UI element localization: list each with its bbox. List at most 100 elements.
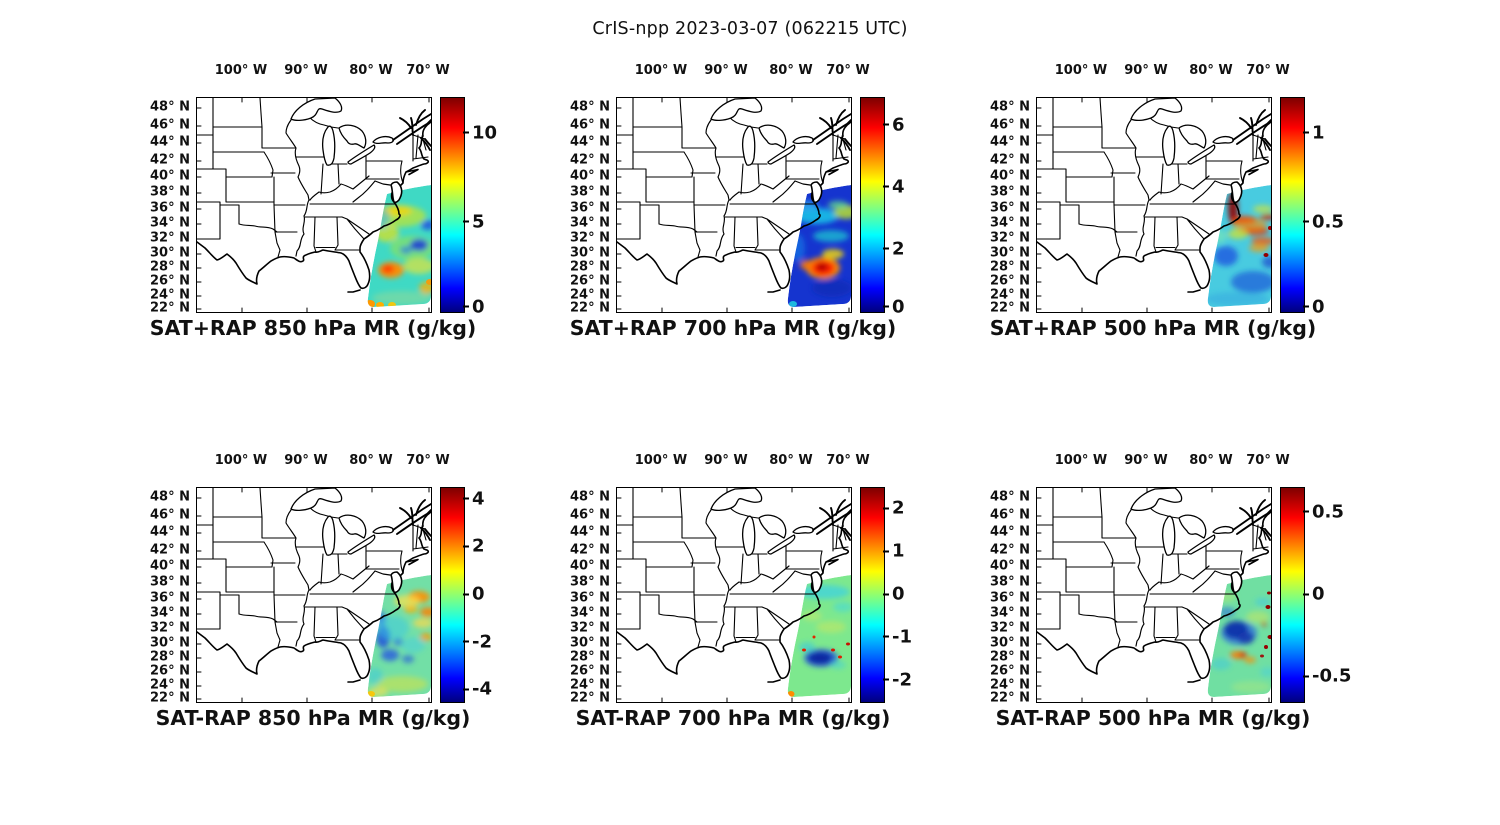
data-swath bbox=[1207, 575, 1271, 697]
lat-label: 38° N bbox=[150, 184, 190, 200]
lat-label: 44° N bbox=[570, 524, 610, 540]
panel-title: SAT-RAP 850 hPa MR (g/kg) bbox=[155, 706, 471, 730]
lon-label: 80° W bbox=[769, 63, 813, 78]
colorbar-tick-labels: 2 1 0 -1 -2 bbox=[883, 487, 950, 701]
lat-label: 42° N bbox=[150, 542, 190, 558]
lon-label: 90° W bbox=[1124, 63, 1168, 78]
figure-title: CrIS-npp 2023-03-07 (062215 UTC) bbox=[592, 18, 908, 39]
lat-label: 22° N bbox=[570, 300, 610, 316]
lat-label: 28° N bbox=[150, 649, 190, 665]
colorbar-tick-label: 0 bbox=[463, 296, 485, 318]
colorbar-tick-label: 0 bbox=[463, 583, 485, 605]
lat-label: 36° N bbox=[990, 590, 1030, 606]
colorbar-tick-labels: 4 2 0 -2 -4 bbox=[463, 487, 530, 701]
lat-axis-labels: 48° N 46° N 44° N 42° N 40° N 38° N 36° N 34° N… bbox=[960, 487, 1030, 706]
panel-sat-plus-rap-850: 100° W 90° W 80° W 70° W 48° N 46° N 44° N 42°… bbox=[120, 55, 530, 355]
lat-label: 34° N bbox=[150, 605, 190, 621]
lat-label: 46° N bbox=[150, 117, 190, 133]
lat-label: 32° N bbox=[570, 230, 610, 246]
panel-sat-minus-rap-500: 100° W 90° W 80° W 70° W 48° N 46° N 44° N 42°… bbox=[960, 445, 1370, 745]
data-swath bbox=[367, 185, 431, 307]
colorbar-tick-label: 0.5 bbox=[1303, 211, 1344, 233]
lat-label: 24° N bbox=[990, 677, 1030, 693]
lat-label: 42° N bbox=[570, 152, 610, 168]
lat-label: 46° N bbox=[990, 507, 1030, 523]
lat-label: 38° N bbox=[570, 574, 610, 590]
lat-label: 44° N bbox=[150, 524, 190, 540]
lat-label: 26° N bbox=[570, 273, 610, 289]
lon-axis-labels: 100° W 90° W 80° W 70° W bbox=[196, 453, 450, 469]
lat-axis-labels: 48° N 46° N 44° N 42° N 40° N 38° N 36° N 34° N… bbox=[540, 97, 610, 316]
lat-label: 30° N bbox=[570, 245, 610, 261]
lat-label: 36° N bbox=[570, 200, 610, 216]
lon-label: 80° W bbox=[1189, 453, 1233, 468]
lat-label: 38° N bbox=[990, 574, 1030, 590]
lat-label: 24° N bbox=[150, 677, 190, 693]
map-plot-area bbox=[616, 487, 852, 703]
colorbar-tick-label: -0.5 bbox=[1302, 665, 1352, 687]
lon-label: 80° W bbox=[349, 453, 393, 468]
lat-label: 34° N bbox=[570, 215, 610, 231]
colorbar-tick-labels: 0.5 0 -0.5 bbox=[1302, 487, 1370, 701]
lat-label: 22° N bbox=[150, 690, 190, 706]
lat-axis-labels: 48° N 46° N 44° N 42° N 40° N 38° N 36° N 34° N… bbox=[120, 487, 190, 706]
lat-label: 36° N bbox=[150, 200, 190, 216]
lat-label: 22° N bbox=[990, 690, 1030, 706]
lat-label: 26° N bbox=[150, 273, 190, 289]
colorbar bbox=[1280, 97, 1305, 313]
lat-label: 28° N bbox=[570, 649, 610, 665]
lon-label: 100° W bbox=[1054, 63, 1108, 78]
lon-label: 100° W bbox=[634, 453, 688, 468]
colorbar-tick-label: 2 bbox=[883, 238, 905, 260]
lat-label: 40° N bbox=[990, 168, 1030, 184]
lat-label: 44° N bbox=[570, 134, 610, 150]
lon-label: 80° W bbox=[1189, 63, 1233, 78]
lat-label: 30° N bbox=[150, 245, 190, 261]
lon-axis-labels: 100° W 90° W 80° W 70° W bbox=[616, 63, 870, 79]
lat-label: 46° N bbox=[150, 507, 190, 523]
lat-label: 32° N bbox=[990, 230, 1030, 246]
lat-label: 38° N bbox=[570, 184, 610, 200]
lat-label: 40° N bbox=[990, 558, 1030, 574]
lon-label: 80° W bbox=[769, 453, 813, 468]
lon-label: 70° W bbox=[1246, 453, 1290, 468]
lat-label: 26° N bbox=[570, 663, 610, 679]
lat-label: 48° N bbox=[150, 99, 190, 115]
colorbar-tick-label: 4 bbox=[463, 488, 485, 510]
panel-sat-plus-rap-700: 100° W 90° W 80° W 70° W 48° N 46° N 44° N 42°… bbox=[540, 55, 950, 355]
lon-axis-labels: 100° W 90° W 80° W 70° W bbox=[1036, 63, 1290, 79]
lat-label: 24° N bbox=[150, 287, 190, 303]
lat-axis-labels: 48° N 46° N 44° N 42° N 40° N 38° N 36° N 34° N… bbox=[540, 487, 610, 706]
lon-label: 100° W bbox=[214, 63, 268, 78]
lon-label: 90° W bbox=[704, 63, 748, 78]
lat-label: 22° N bbox=[150, 300, 190, 316]
lat-label: 42° N bbox=[570, 542, 610, 558]
data-swath bbox=[787, 185, 851, 307]
lon-label: 100° W bbox=[634, 63, 688, 78]
colorbar-tick-labels: 1 0.5 0 bbox=[1303, 97, 1370, 317]
lon-label: 70° W bbox=[406, 63, 450, 78]
lat-label: 32° N bbox=[990, 620, 1030, 636]
lat-label: 36° N bbox=[990, 200, 1030, 216]
data-swath bbox=[1207, 185, 1271, 307]
lat-label: 22° N bbox=[990, 300, 1030, 316]
map-plot-area bbox=[196, 97, 432, 313]
map-plot-area bbox=[196, 487, 432, 703]
colorbar bbox=[1280, 487, 1305, 703]
lat-label: 28° N bbox=[990, 649, 1030, 665]
lat-label: 46° N bbox=[570, 117, 610, 133]
colorbar-tick-label: 0.5 bbox=[1303, 501, 1344, 523]
colorbar-tick-label: 2 bbox=[463, 535, 485, 557]
lat-axis-labels: 48° N 46° N 44° N 42° N 40° N 38° N 36° N 34° N… bbox=[120, 97, 190, 316]
data-swath bbox=[367, 575, 431, 697]
data-swath bbox=[787, 575, 851, 697]
lat-label: 36° N bbox=[570, 590, 610, 606]
lat-label: 34° N bbox=[150, 215, 190, 231]
lon-label: 70° W bbox=[826, 453, 870, 468]
lon-label: 90° W bbox=[1124, 453, 1168, 468]
lat-label: 42° N bbox=[150, 152, 190, 168]
lat-label: 28° N bbox=[570, 259, 610, 275]
colorbar bbox=[860, 487, 885, 703]
lat-label: 44° N bbox=[150, 134, 190, 150]
lat-label: 34° N bbox=[990, 605, 1030, 621]
